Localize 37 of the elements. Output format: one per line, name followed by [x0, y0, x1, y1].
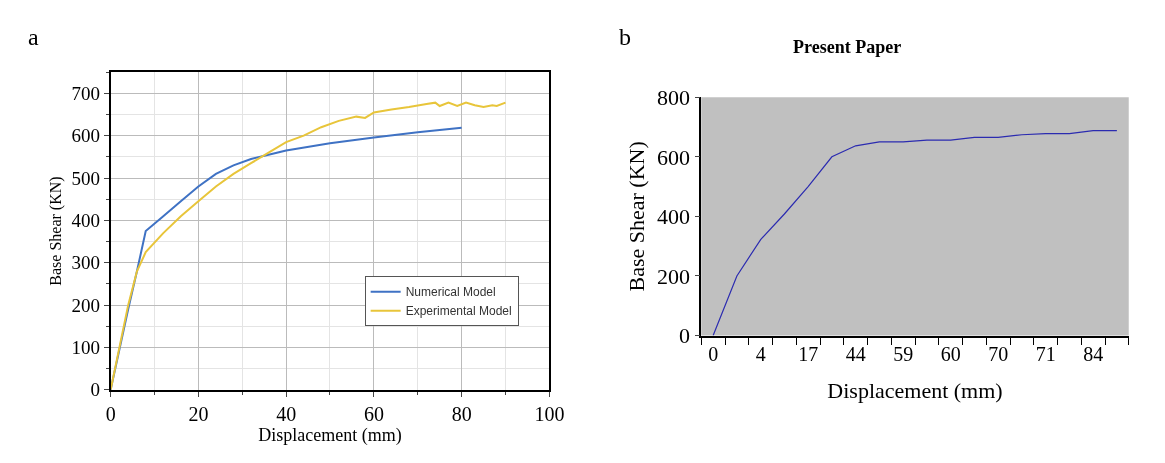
x-tick-label: 4 [755, 343, 766, 366]
chart-title: Present Paper [793, 37, 902, 57]
y-tick-label: 400 [71, 210, 101, 232]
y-tick-label: 600 [657, 144, 691, 170]
x-tick-label: 70 [988, 343, 1009, 366]
y-axis-title: Base Shear (KN) [46, 176, 65, 286]
x-tick-label: 80 [451, 402, 472, 425]
text: b [619, 24, 631, 50]
x-tick-label: 60 [940, 343, 961, 366]
x-axis-title: Displacement (mm) [258, 424, 402, 446]
y-tick-label: 400 [657, 204, 691, 230]
x-tick-label: 60 [363, 402, 384, 425]
legend-label: Experimental Model [405, 304, 512, 319]
y-tick-label: 0 [679, 323, 691, 349]
x-axis-title: Displacement (mm) [827, 377, 1003, 403]
text: a [28, 24, 39, 50]
y-axis-title: Base Shear (KN) [624, 141, 650, 292]
y-tick-label: 700 [71, 82, 101, 104]
x-tick-label: 0 [105, 402, 116, 425]
y-tick-label: 300 [71, 252, 101, 274]
y-tick-label: 200 [71, 294, 101, 316]
x-tick-label: 100 [534, 402, 565, 425]
x-tick-label: 59 [893, 343, 914, 366]
x-tick-label: 84 [1083, 343, 1104, 366]
y-tick-label: 0 [90, 379, 101, 401]
legend-label: Numerical Model [405, 285, 496, 300]
x-tick-label: 71 [1035, 343, 1056, 366]
x-tick-label: 44 [845, 343, 866, 366]
x-tick-label: 0 [708, 343, 719, 366]
x-tick-label: 20 [188, 402, 209, 425]
x-tick-label: 17 [798, 343, 819, 366]
y-tick-label: 500 [71, 167, 101, 189]
x-tick-label: 40 [276, 402, 297, 425]
y-tick-label: 600 [71, 125, 101, 147]
y-tick-label: 800 [657, 84, 691, 110]
line-series [712, 130, 1118, 336]
y-tick-label: 200 [657, 263, 691, 289]
